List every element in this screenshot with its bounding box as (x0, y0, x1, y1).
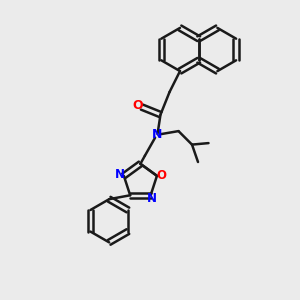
Text: N: N (152, 128, 163, 141)
Text: N: N (147, 192, 157, 205)
Text: N: N (115, 168, 125, 181)
Text: O: O (133, 99, 143, 112)
Text: O: O (156, 169, 167, 182)
